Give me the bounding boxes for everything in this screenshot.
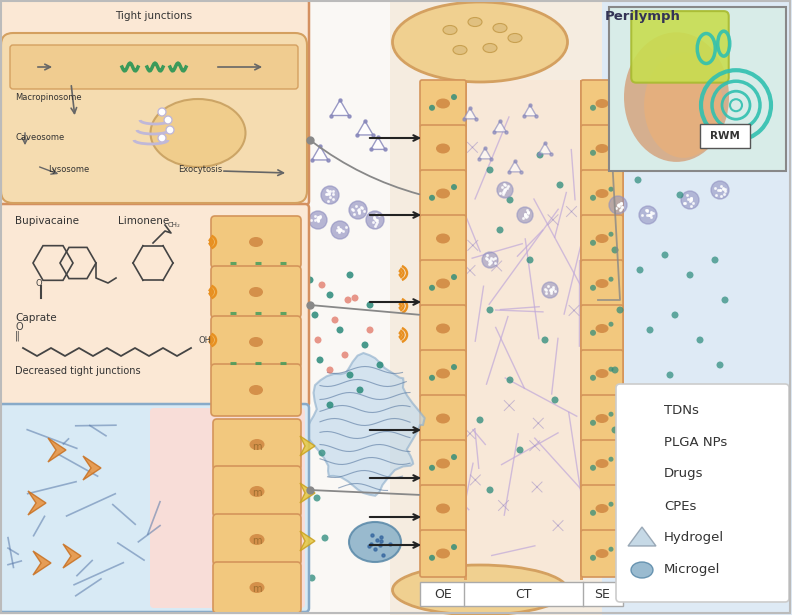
Circle shape [642, 446, 649, 453]
Circle shape [646, 327, 653, 333]
FancyBboxPatch shape [609, 7, 786, 171]
Circle shape [497, 226, 504, 234]
FancyBboxPatch shape [213, 419, 301, 470]
Ellipse shape [436, 279, 450, 288]
Ellipse shape [436, 413, 450, 424]
FancyBboxPatch shape [616, 384, 789, 602]
Circle shape [134, 569, 142, 577]
Circle shape [376, 362, 383, 368]
Circle shape [285, 66, 291, 71]
Polygon shape [66, 59, 80, 71]
FancyBboxPatch shape [420, 350, 466, 397]
Ellipse shape [596, 459, 608, 468]
Circle shape [608, 502, 614, 507]
Circle shape [590, 285, 596, 291]
Circle shape [114, 489, 122, 497]
Circle shape [611, 426, 619, 434]
Circle shape [189, 250, 196, 256]
Circle shape [667, 371, 673, 378]
Circle shape [165, 344, 172, 352]
Ellipse shape [436, 189, 450, 199]
Circle shape [349, 201, 367, 219]
Circle shape [429, 195, 435, 201]
Circle shape [486, 167, 493, 173]
FancyBboxPatch shape [420, 440, 466, 487]
Polygon shape [306, 353, 425, 496]
Circle shape [590, 510, 596, 516]
Polygon shape [300, 531, 315, 551]
Circle shape [182, 310, 188, 316]
Polygon shape [478, 148, 491, 159]
Circle shape [616, 151, 623, 159]
Text: SE: SE [594, 587, 610, 600]
Text: Lysosome: Lysosome [48, 165, 89, 174]
Text: m: m [252, 536, 261, 547]
Circle shape [268, 57, 272, 62]
Circle shape [661, 252, 668, 258]
Circle shape [681, 191, 699, 209]
Polygon shape [463, 108, 476, 119]
FancyBboxPatch shape [581, 260, 623, 307]
Circle shape [608, 457, 614, 462]
Circle shape [429, 465, 435, 471]
Circle shape [104, 544, 112, 552]
Circle shape [154, 504, 162, 512]
Text: Hydrogel: Hydrogel [664, 531, 724, 544]
Circle shape [642, 386, 649, 394]
Text: Exocytosis: Exocytosis [178, 165, 223, 174]
Circle shape [611, 367, 619, 373]
FancyBboxPatch shape [600, 0, 792, 615]
Text: Limonene: Limonene [118, 216, 169, 226]
Ellipse shape [596, 279, 608, 288]
FancyBboxPatch shape [581, 350, 623, 397]
Text: ‖: ‖ [15, 330, 20, 341]
Circle shape [611, 247, 619, 253]
Circle shape [590, 375, 596, 381]
Circle shape [352, 295, 359, 301]
Ellipse shape [596, 144, 608, 153]
Circle shape [185, 295, 192, 301]
FancyBboxPatch shape [0, 404, 309, 612]
Circle shape [166, 126, 174, 134]
Ellipse shape [393, 2, 568, 82]
Circle shape [590, 150, 596, 156]
FancyBboxPatch shape [420, 125, 466, 172]
Text: O: O [35, 279, 42, 288]
Text: OH: OH [198, 336, 211, 345]
Polygon shape [638, 127, 652, 140]
Circle shape [201, 435, 208, 442]
Circle shape [356, 386, 364, 394]
Circle shape [608, 367, 614, 371]
FancyBboxPatch shape [211, 216, 301, 268]
Circle shape [672, 432, 679, 438]
FancyBboxPatch shape [213, 562, 301, 613]
Polygon shape [312, 146, 328, 160]
Ellipse shape [644, 52, 723, 158]
FancyBboxPatch shape [420, 530, 466, 577]
Ellipse shape [436, 98, 450, 108]
Polygon shape [524, 105, 536, 116]
Ellipse shape [631, 562, 653, 578]
Circle shape [536, 151, 543, 159]
Ellipse shape [249, 385, 263, 395]
FancyBboxPatch shape [0, 204, 309, 407]
Circle shape [159, 474, 167, 482]
FancyBboxPatch shape [581, 305, 623, 352]
Ellipse shape [453, 46, 467, 55]
Circle shape [633, 433, 651, 451]
Polygon shape [69, 101, 82, 112]
Circle shape [205, 480, 212, 486]
FancyBboxPatch shape [580, 80, 583, 581]
FancyBboxPatch shape [621, 80, 624, 581]
FancyBboxPatch shape [420, 305, 466, 352]
Circle shape [590, 105, 596, 111]
Circle shape [608, 187, 614, 192]
Circle shape [367, 327, 374, 333]
FancyBboxPatch shape [700, 124, 750, 148]
Circle shape [321, 186, 339, 204]
Ellipse shape [436, 143, 450, 154]
Circle shape [144, 459, 152, 467]
Circle shape [337, 327, 344, 333]
Circle shape [309, 574, 315, 582]
